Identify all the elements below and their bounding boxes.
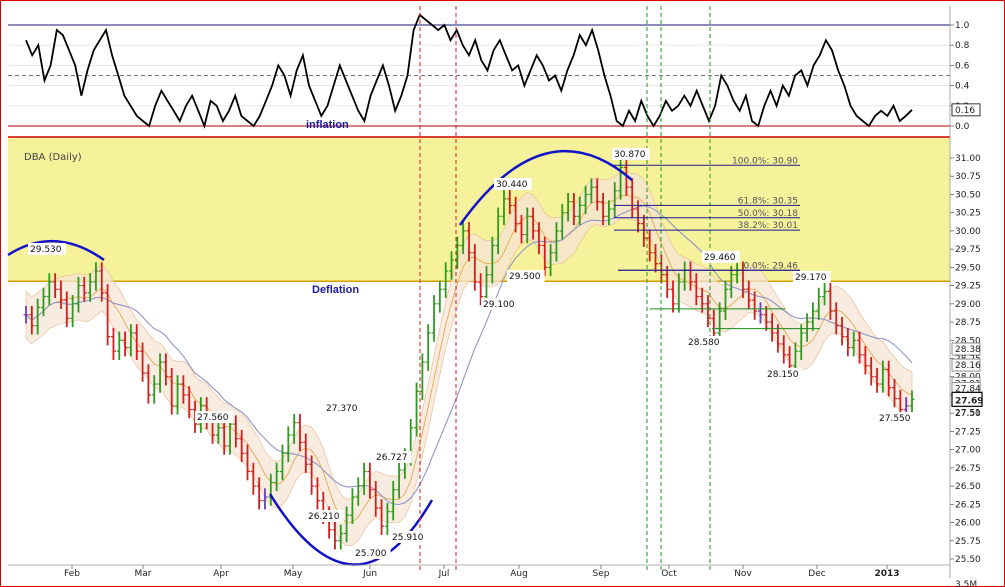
inflation-annotation: inflation bbox=[306, 119, 349, 131]
x-tick-label: Jun bbox=[362, 569, 377, 579]
indicator-tick-label: 0.4 bbox=[955, 82, 970, 92]
price-tick-label: 30.00 bbox=[955, 227, 981, 237]
price-tick-label: 29.25 bbox=[955, 282, 981, 292]
point-label-bg bbox=[324, 402, 362, 414]
price-marker-label: 27.51 bbox=[955, 408, 981, 418]
point-label-bg bbox=[306, 510, 344, 522]
price-tick-label: 29.00 bbox=[955, 300, 981, 310]
chart-title: DBA (Daily) bbox=[24, 152, 82, 163]
x-tick-label: Sep bbox=[593, 569, 610, 579]
price-tick-label: 25.75 bbox=[955, 537, 981, 547]
price-tick-label: 26.75 bbox=[955, 464, 981, 474]
point-label-bg bbox=[612, 148, 650, 160]
indicator-last-value: 0.16 bbox=[955, 106, 975, 116]
point-label: 29.530 bbox=[30, 245, 62, 255]
top-arc-aug bbox=[458, 149, 633, 226]
x-tick-label: Oct bbox=[661, 569, 677, 579]
point-label: 28.150 bbox=[767, 370, 799, 380]
x-tick-label: Apr bbox=[213, 569, 229, 579]
fib-label: 100.0%: 30.90 bbox=[732, 156, 798, 166]
price-tick-label: 27.50 bbox=[955, 409, 981, 419]
price-tick-label: 25.50 bbox=[955, 555, 981, 565]
point-label: 29.170 bbox=[795, 273, 827, 283]
x-tick-label: Mar bbox=[135, 569, 152, 579]
price-marker-label: 27.84 bbox=[955, 384, 981, 394]
price-tick-label: 30.75 bbox=[955, 172, 981, 182]
point-label: 29.100 bbox=[483, 300, 515, 310]
last-price-box bbox=[951, 391, 983, 407]
point-label: 25.910 bbox=[392, 533, 424, 543]
point-label-bg bbox=[195, 411, 233, 423]
point-label-bg bbox=[877, 412, 915, 424]
price-marker-box bbox=[951, 342, 981, 356]
indicator-tick-label: 1.0 bbox=[955, 21, 970, 31]
point-label: 25.700 bbox=[355, 549, 387, 559]
price-tick-label: 26.00 bbox=[955, 519, 981, 529]
price-tick-label: 27.25 bbox=[955, 427, 981, 437]
point-label-bg bbox=[494, 178, 532, 190]
point-label: 29.460 bbox=[704, 253, 736, 263]
point-label: 30.440 bbox=[496, 180, 528, 190]
point-label-bg bbox=[702, 251, 740, 263]
fib-label: 50.0%: 30.18 bbox=[738, 209, 799, 219]
price-tick-label: 30.50 bbox=[955, 190, 981, 200]
point-label: 27.560 bbox=[197, 413, 229, 423]
x-tick-label: Nov bbox=[734, 569, 752, 579]
indicator-line bbox=[25, 13, 913, 129]
point-label-bg bbox=[481, 298, 519, 310]
point-label-bg bbox=[507, 270, 545, 282]
bottom-arc-jun bbox=[268, 493, 434, 566]
price-tick-label: 26.25 bbox=[955, 500, 981, 510]
x-tick-label: Dec bbox=[808, 569, 825, 579]
point-label-bg bbox=[686, 336, 724, 348]
x-tick-label: Aug bbox=[510, 569, 528, 579]
x-tick-label: Feb bbox=[64, 569, 80, 579]
indicator-tick-label: 0.8 bbox=[955, 41, 970, 51]
price-marker-box bbox=[951, 358, 981, 372]
point-label-bg bbox=[765, 368, 803, 380]
price-tick-label: 30.25 bbox=[955, 209, 981, 219]
price-tick-label: 27.00 bbox=[955, 446, 981, 456]
volume-axis-label: 3.5M bbox=[955, 580, 977, 587]
x-tick-label: 2013 bbox=[874, 569, 899, 579]
price-tick-label: 29.50 bbox=[955, 263, 981, 273]
point-label-bg bbox=[390, 531, 428, 543]
x-tick-label: May bbox=[284, 569, 303, 579]
indicator-panel bbox=[8, 6, 950, 136]
point-label-bg bbox=[374, 451, 412, 463]
point-label: 26.727 bbox=[376, 453, 408, 463]
point-label: 30.870 bbox=[614, 150, 646, 160]
indicator-last-box bbox=[951, 103, 981, 117]
price-tick-label: 28.75 bbox=[955, 318, 981, 328]
last-price-label: 27.69 bbox=[955, 396, 983, 406]
price-tick-label: 31.00 bbox=[955, 154, 981, 164]
top-arc-feb bbox=[7, 239, 105, 262]
moving-average-long bbox=[25, 205, 913, 506]
price-tick-label: 28.50 bbox=[955, 336, 981, 346]
fib-label: 38.2%: 30.01 bbox=[738, 221, 798, 231]
price-tick-label: 26.50 bbox=[955, 482, 981, 492]
deflation-annotation: Deflation bbox=[312, 284, 359, 296]
price-marker-label: 28.38 bbox=[955, 345, 981, 355]
price-marker-label: 28.16 bbox=[955, 361, 981, 371]
indicator-tick-label: 0.0 bbox=[955, 122, 970, 132]
point-label: 28.580 bbox=[688, 338, 720, 348]
point-label-bg bbox=[353, 547, 391, 559]
indicator-tick-label: 0.6 bbox=[955, 61, 970, 71]
fib-label: 0.0%: 29.46 bbox=[743, 261, 798, 271]
point-label: 29.500 bbox=[509, 272, 541, 282]
point-label: 26.210 bbox=[308, 512, 340, 522]
point-label: 27.550 bbox=[879, 414, 911, 424]
point-label-bg bbox=[793, 271, 831, 283]
x-tick-label: Jul bbox=[438, 569, 450, 579]
price-tick-label: 29.75 bbox=[955, 245, 981, 255]
point-label-bg bbox=[28, 243, 66, 255]
fib-label: 61.8%: 30.35 bbox=[738, 196, 798, 206]
point-label: 27.370 bbox=[326, 404, 358, 414]
